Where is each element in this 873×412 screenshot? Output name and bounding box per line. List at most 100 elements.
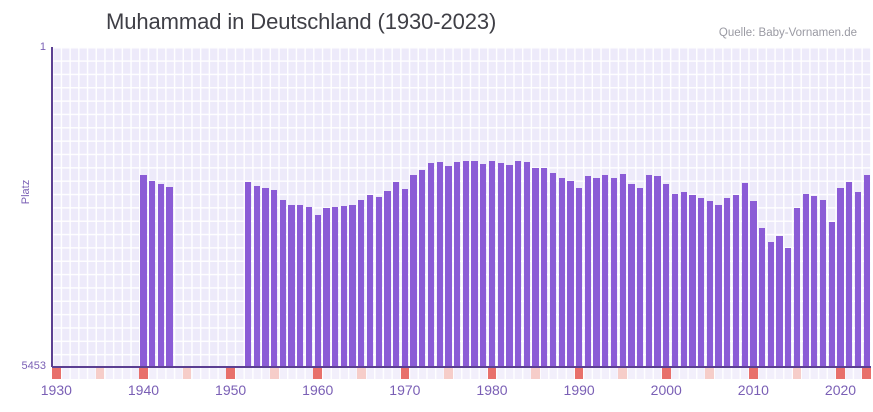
bar — [706, 200, 713, 367]
bar — [157, 183, 165, 367]
bar — [654, 176, 661, 367]
bar — [358, 199, 365, 367]
bar — [166, 187, 173, 367]
bar — [410, 174, 417, 367]
bar — [454, 161, 461, 367]
bar — [340, 206, 347, 367]
bar — [645, 175, 652, 367]
x-axis-label: 1980 — [476, 382, 508, 398]
bar — [854, 191, 862, 367]
x-axis-label: 2010 — [737, 382, 769, 398]
bar — [366, 194, 374, 367]
x-axis-tick — [182, 368, 192, 379]
x-axis-tick — [836, 368, 845, 379]
x-axis-tick — [749, 368, 758, 379]
y-axis-tick-bottom: 5453 — [21, 360, 46, 372]
x-axis-label: 1990 — [563, 382, 595, 398]
bar — [689, 194, 696, 367]
x-axis-tick — [226, 368, 235, 379]
bar — [793, 207, 801, 367]
x-axis-tick — [661, 368, 671, 379]
bar — [506, 164, 513, 367]
bar — [837, 187, 844, 367]
x-axis-label: 1960 — [302, 382, 334, 398]
bar — [767, 242, 774, 367]
x-axis-label: 2020 — [824, 382, 857, 398]
x-axis-tick — [52, 368, 61, 379]
bar — [271, 190, 278, 367]
x-axis-label: 1930 — [40, 382, 72, 398]
x-axis-tick — [356, 368, 366, 379]
bar-series — [52, 47, 871, 367]
bar — [323, 207, 330, 367]
bar — [445, 166, 452, 367]
x-axis-labels: 1930 1940 1950 1960 1970 1980 1990 2000 2010 2020 — [41, 382, 871, 406]
bar — [332, 207, 339, 367]
bar — [593, 177, 600, 367]
bar — [811, 196, 818, 367]
bar — [741, 183, 748, 367]
bar — [480, 163, 487, 367]
bar — [523, 161, 530, 367]
x-axis-tick — [269, 368, 279, 379]
bar — [802, 193, 809, 367]
bar — [279, 200, 287, 367]
x-axis-tick — [618, 368, 628, 379]
bar — [697, 198, 705, 367]
bar — [471, 160, 478, 367]
bar — [541, 168, 548, 367]
bar — [567, 181, 574, 367]
plot-area — [52, 47, 871, 367]
bar — [288, 205, 295, 367]
bar — [846, 181, 853, 367]
source-attribution: Quelle: Baby-Vornamen.de — [718, 27, 857, 39]
bar — [514, 161, 522, 367]
german-flag-icon — [62, 8, 94, 40]
bar — [532, 167, 539, 367]
bar — [497, 163, 504, 367]
bar — [244, 181, 252, 367]
bar — [819, 199, 827, 367]
bar — [462, 161, 469, 367]
x-axis-tick — [531, 368, 540, 379]
bar — [732, 195, 740, 367]
bar — [262, 187, 269, 367]
bar — [663, 183, 670, 367]
x-axis-tick — [95, 368, 105, 379]
x-axis-tick — [862, 368, 871, 379]
bar — [419, 170, 426, 367]
bar — [636, 187, 644, 367]
bar — [140, 175, 147, 367]
bar — [549, 172, 557, 367]
bar — [785, 247, 792, 367]
bar — [575, 187, 583, 367]
y-axis-tick-top: 1 — [39, 41, 46, 53]
bar — [393, 181, 400, 367]
bar — [828, 221, 835, 367]
x-axis-tick — [400, 368, 410, 379]
y-axis-title: Platz — [20, 179, 32, 205]
bar — [558, 177, 565, 367]
bar — [602, 174, 609, 367]
bar — [584, 176, 591, 367]
bar — [488, 160, 496, 367]
bar — [776, 235, 783, 367]
bar — [671, 194, 679, 367]
x-axis-tick — [487, 368, 497, 379]
y-axis-line — [51, 47, 53, 367]
bar — [384, 190, 391, 367]
x-axis-tick — [444, 368, 453, 379]
bar — [401, 188, 408, 367]
bar — [680, 191, 687, 367]
x-axis-label: 2000 — [650, 382, 682, 398]
bar — [375, 197, 382, 367]
x-axis-line — [52, 366, 871, 368]
bar — [724, 198, 731, 367]
bar — [610, 177, 618, 367]
bar — [750, 200, 757, 367]
bar — [619, 173, 626, 367]
bar — [427, 163, 435, 367]
x-axis-tick-strip — [52, 368, 871, 379]
bar — [349, 204, 356, 367]
page-title: Muhammad in Deutschland (1930-2023) — [106, 9, 497, 34]
